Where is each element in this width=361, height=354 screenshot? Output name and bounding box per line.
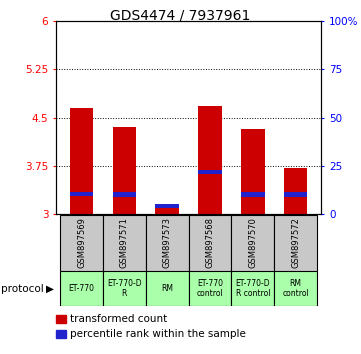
Bar [70,108,93,214]
Text: RM
control: RM control [282,279,309,298]
Bar [274,271,317,306]
Bar [113,192,136,197]
Bar [241,192,265,197]
Text: GSM897568: GSM897568 [205,217,214,268]
Text: ET-770-D
R: ET-770-D R [107,279,142,298]
Bar [156,206,179,214]
Bar [60,271,103,306]
Text: GSM897571: GSM897571 [120,217,129,268]
Bar [60,215,103,271]
Text: ▶: ▶ [46,284,54,293]
Text: ET-770-D
R control: ET-770-D R control [235,279,270,298]
Bar [198,106,222,214]
Text: transformed count: transformed count [70,314,167,324]
Bar [156,204,179,209]
Bar [231,271,274,306]
Bar [146,215,189,271]
Bar [189,215,231,271]
Text: ET-770: ET-770 [69,284,95,293]
Text: percentile rank within the sample: percentile rank within the sample [70,329,245,339]
Bar [274,215,317,271]
Bar [189,271,231,306]
Text: GSM897569: GSM897569 [77,217,86,268]
Bar [284,192,307,197]
Text: RM: RM [161,284,173,293]
Bar [284,168,307,214]
Bar [241,129,265,214]
Text: protocol: protocol [1,284,43,293]
Bar [198,170,222,174]
Text: GSM897570: GSM897570 [248,217,257,268]
Bar [146,271,189,306]
Text: GDS4474 / 7937961: GDS4474 / 7937961 [110,9,251,23]
Text: GSM897572: GSM897572 [291,217,300,268]
Bar [231,215,274,271]
Bar [103,271,146,306]
Bar [113,127,136,214]
Text: ET-770
control: ET-770 control [197,279,223,298]
Bar [70,192,93,196]
Text: GSM897573: GSM897573 [163,217,172,268]
Bar [103,215,146,271]
